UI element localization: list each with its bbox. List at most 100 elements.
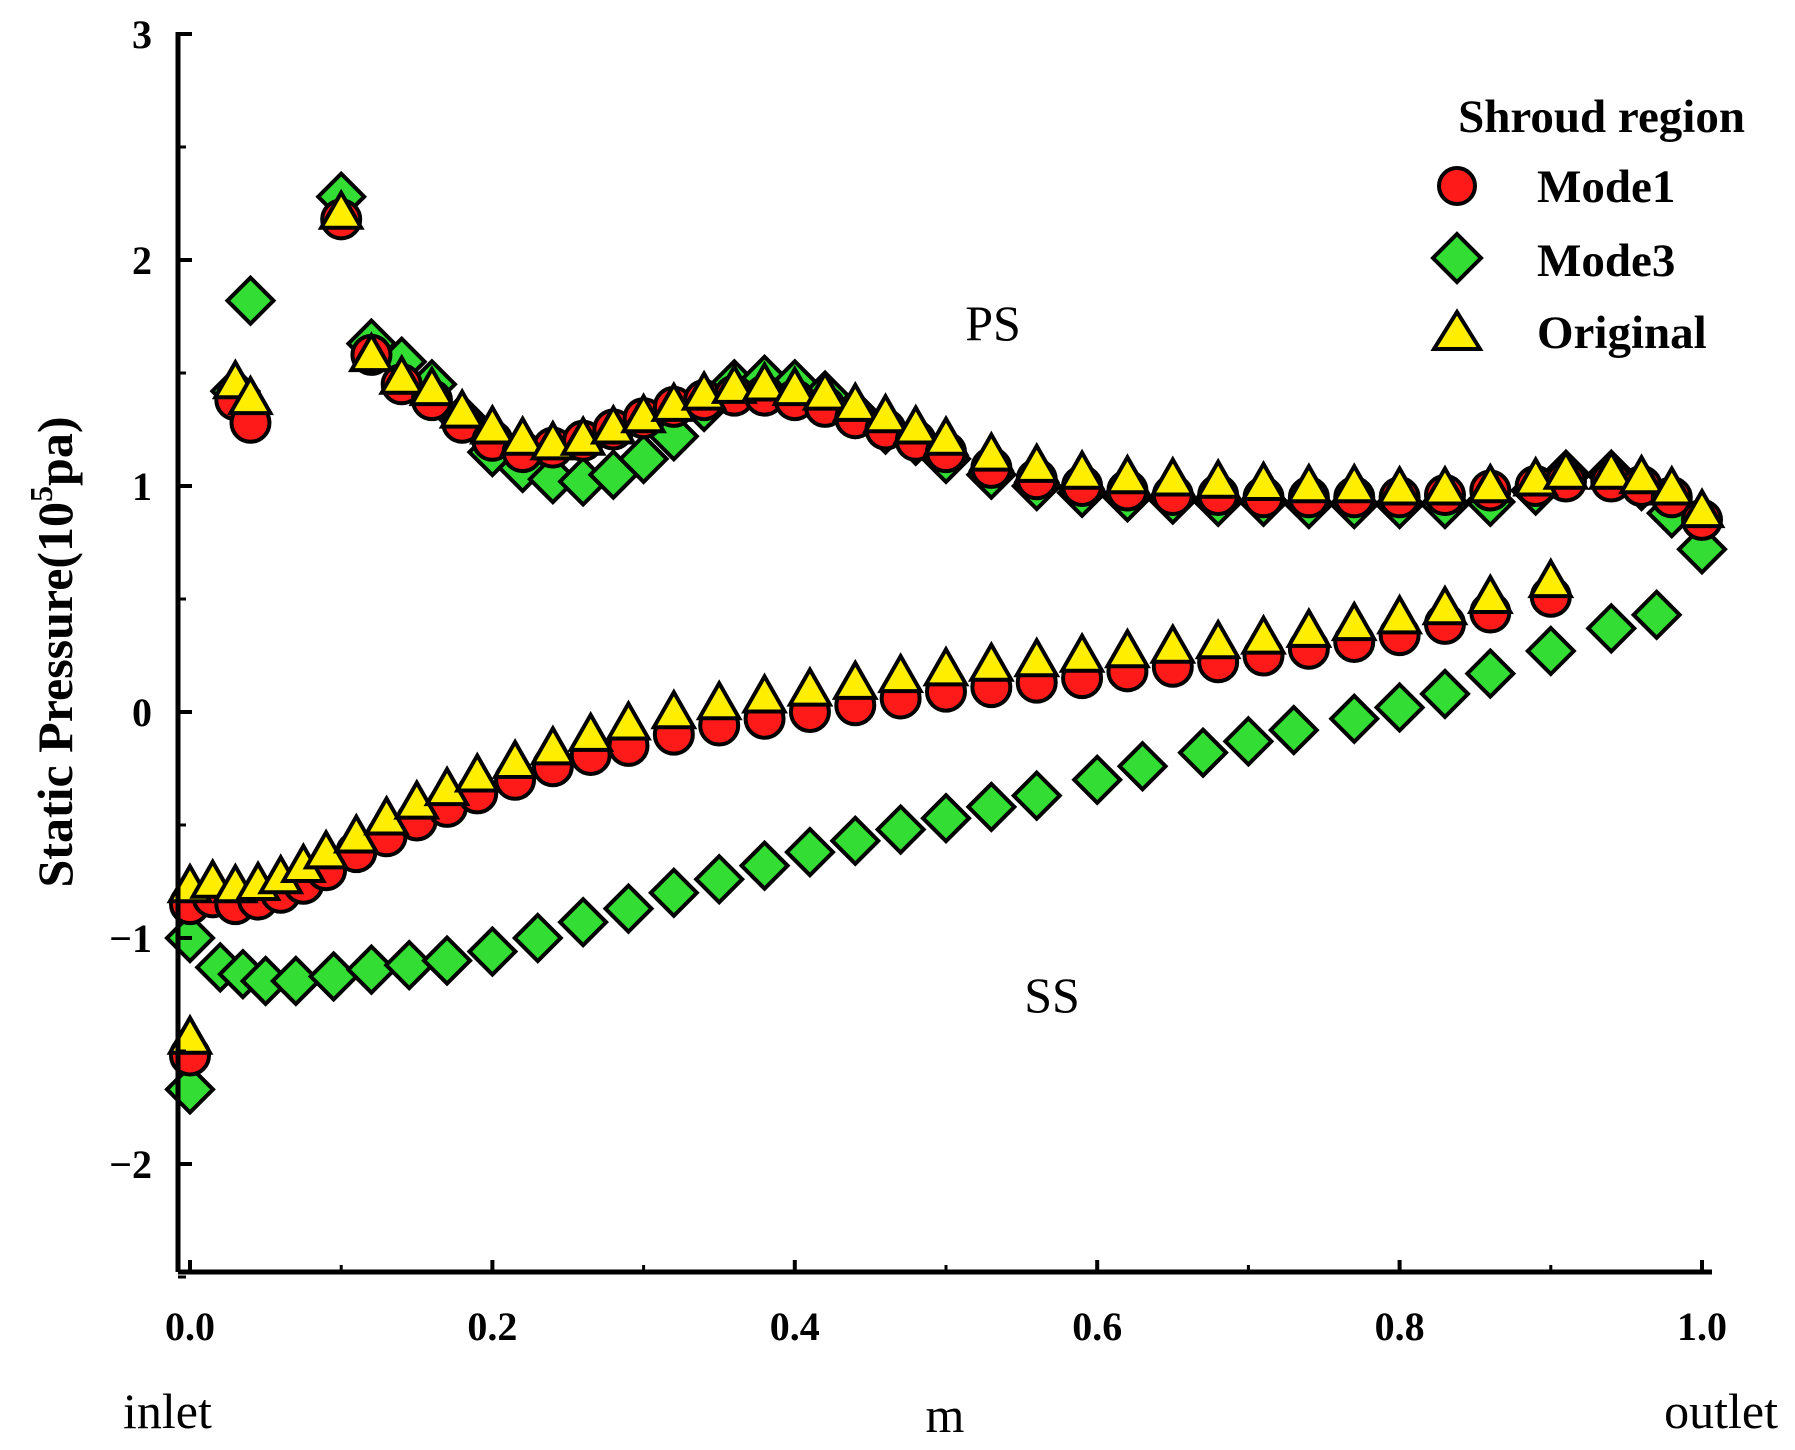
original-ps-point bbox=[1587, 448, 1635, 490]
y-tick-label: 2 bbox=[132, 238, 152, 283]
mode3-ss-point bbox=[829, 814, 882, 867]
original-ss-point bbox=[1285, 606, 1333, 648]
mode3-ss-point bbox=[466, 925, 519, 978]
original-ps-point bbox=[1194, 457, 1242, 499]
original-ss-point bbox=[1240, 613, 1287, 655]
mode3-ss-point bbox=[920, 792, 972, 845]
x-tick-label: 0.2 bbox=[467, 1304, 517, 1349]
original-ss-point bbox=[695, 679, 743, 721]
x-tick-label: 0.0 bbox=[165, 1304, 215, 1349]
mode3-ss-point bbox=[874, 803, 927, 856]
original-ps-point bbox=[1376, 464, 1424, 506]
original-ss-point bbox=[922, 645, 970, 687]
original-ss-point bbox=[650, 688, 698, 730]
original-ps-point bbox=[1542, 448, 1590, 490]
mode3-ss-point bbox=[511, 912, 564, 964]
x-axis-title: m bbox=[926, 1387, 965, 1443]
legend-label-original: Original bbox=[1537, 307, 1707, 359]
original-ss-point bbox=[453, 751, 501, 793]
original-ps-point bbox=[408, 365, 456, 407]
mode3-ps-point bbox=[1676, 523, 1728, 576]
original-ss-point bbox=[1421, 584, 1469, 626]
original-ps-point bbox=[1421, 464, 1469, 506]
original-ps-point bbox=[1678, 487, 1726, 529]
original-ss-point bbox=[877, 652, 925, 694]
mode3-ss-point bbox=[1585, 602, 1638, 655]
original-ps-point bbox=[831, 380, 879, 422]
original-ss-point bbox=[1058, 631, 1106, 673]
mode3-ss-point bbox=[557, 896, 609, 949]
mode3-ss-point bbox=[693, 853, 746, 906]
original-ps-point bbox=[922, 414, 970, 456]
original-ps-point bbox=[499, 414, 547, 456]
original-ss-point bbox=[1103, 627, 1151, 669]
mode3-ss-point bbox=[1267, 704, 1320, 756]
original-ss-point bbox=[529, 724, 577, 766]
original-ss-point bbox=[1527, 557, 1575, 599]
mode3-ss-point bbox=[1524, 625, 1577, 677]
mode3-ss-point bbox=[648, 866, 700, 919]
ticks: 0.0 0.2 0.4 0.6 0.8 1.0 −2 −1 0 1 2 3 bbox=[109, 12, 1727, 1349]
data-markers bbox=[164, 170, 1728, 1116]
original-ps-point bbox=[1149, 455, 1197, 497]
original-ps-point bbox=[347, 331, 395, 373]
annotation-ss: SS bbox=[1024, 967, 1080, 1023]
original-ps-point bbox=[710, 362, 758, 404]
original-ss-point bbox=[491, 737, 539, 779]
original-ps-point bbox=[1330, 462, 1378, 504]
legend-label-mode1: Mode1 bbox=[1537, 161, 1675, 213]
original-ss-point bbox=[786, 665, 834, 707]
legend-marker-original bbox=[1430, 308, 1484, 351]
outlet-label: outlet bbox=[1664, 1383, 1778, 1439]
original-ps-point bbox=[378, 353, 426, 395]
inlet-label: inlet bbox=[123, 1383, 212, 1439]
original-ss-point bbox=[567, 710, 615, 752]
original-ss-point bbox=[1466, 572, 1514, 614]
y-tick-label: 0 bbox=[132, 690, 152, 735]
original-ps-point bbox=[1648, 464, 1696, 506]
mode3-ss-point bbox=[421, 934, 473, 987]
mode3-ss-point bbox=[602, 882, 655, 935]
mode3-ss-point bbox=[1071, 753, 1124, 806]
original-ps-point bbox=[1466, 462, 1514, 504]
mode3-ss-point bbox=[383, 939, 436, 991]
original-ps-point bbox=[559, 414, 607, 456]
original-ps-point bbox=[862, 392, 909, 434]
y-tick-label: −1 bbox=[109, 916, 152, 961]
y-tick-label: −2 bbox=[109, 1142, 152, 1187]
mode3-ss-point bbox=[1116, 740, 1169, 793]
original-ps-point bbox=[967, 430, 1015, 472]
x-tick-label: 0.8 bbox=[1375, 1304, 1425, 1349]
original-ss-point bbox=[1013, 636, 1061, 678]
mode3-ss-point bbox=[307, 950, 360, 1003]
original-ss-point bbox=[1149, 622, 1197, 664]
mode3-ss-point bbox=[1630, 588, 1683, 641]
original-ps-point bbox=[438, 387, 486, 429]
mode3-ss-point bbox=[270, 955, 322, 1007]
original-ps-point bbox=[589, 403, 637, 445]
original-ps-point bbox=[1240, 459, 1287, 501]
x-tick-label: 1.0 bbox=[1677, 1304, 1727, 1349]
original-ps-point bbox=[1285, 462, 1333, 504]
annotation-ps: PS bbox=[965, 295, 1021, 351]
mode3-ss-point bbox=[784, 826, 836, 878]
mode3-ss-point bbox=[345, 943, 398, 996]
x-tick-label: 0.6 bbox=[1072, 1304, 1122, 1349]
original-ps-point bbox=[650, 380, 698, 422]
y-tick-label: 1 bbox=[132, 464, 152, 509]
original-ss-point bbox=[423, 765, 471, 807]
legend-title: Shroud region bbox=[1458, 91, 1745, 143]
mode3-ss-point bbox=[1373, 681, 1426, 734]
mode3-ss-point bbox=[1010, 769, 1063, 822]
original-ps-point bbox=[529, 419, 577, 461]
original-ss-point bbox=[1194, 618, 1242, 660]
mode3-ss-point bbox=[1419, 668, 1471, 720]
original-ps-point bbox=[227, 374, 274, 416]
legend-marker-mode1 bbox=[1437, 166, 1477, 206]
original-ps-point bbox=[1013, 441, 1061, 483]
mode3-ss-point bbox=[738, 839, 791, 892]
mode3-ss-point bbox=[965, 781, 1018, 833]
original-ps-point bbox=[1103, 453, 1151, 495]
original-ps-point bbox=[317, 188, 365, 230]
original-ps-point bbox=[801, 369, 849, 411]
